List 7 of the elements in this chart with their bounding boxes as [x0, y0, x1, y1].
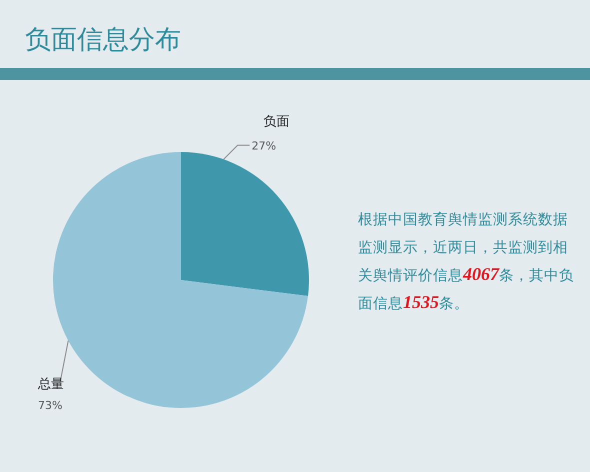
chart-title: 负面信息分布 — [25, 25, 181, 55]
slice-label: 总量 — [37, 377, 64, 392]
text: 根据中国教育舆情监测系统数据监测显示，近两日，共监测到相关舆情评价信息4067条，其中负面信息1535条。 — [358, 212, 574, 312]
slice-label: 负面 — [264, 114, 290, 130]
data-label: 73% — [38, 399, 62, 412]
pie-slice — [181, 152, 309, 296]
data-label: 27% — [252, 139, 276, 152]
